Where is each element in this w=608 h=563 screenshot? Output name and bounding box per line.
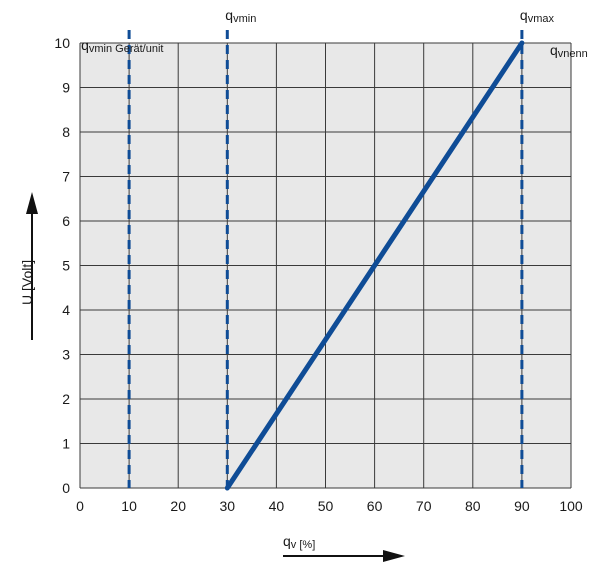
y-axis-arrow-head	[26, 192, 38, 214]
x-tick-label: 70	[416, 498, 432, 514]
reference-line-label-sub: vmin	[233, 13, 256, 25]
x-tick-label: 50	[318, 498, 334, 514]
reference-line-label: qvmin	[225, 7, 256, 25]
corner-label-main: q	[550, 42, 558, 58]
y-tick-label: 4	[62, 302, 70, 318]
x-tick-label: 90	[514, 498, 530, 514]
reference-line-label-sub: vmin Gerät/unit	[89, 43, 164, 55]
y-tick-label: 8	[62, 124, 70, 140]
corner-label: qvnenn	[550, 42, 588, 60]
y-axis-label: U [Volt]	[19, 192, 38, 340]
y-tick-label: 9	[62, 80, 70, 96]
y-tick-label: 7	[62, 169, 70, 185]
y-tick-label: 0	[62, 480, 70, 496]
reference-line-label: qvmax	[520, 7, 555, 25]
series	[224, 40, 525, 491]
corner-label-sub: vnenn	[558, 48, 588, 60]
reference-line-label: qvmin Gerät/unit	[81, 37, 163, 55]
x-axis-ticks: 0 10 20 30 40 50 60 70 80 90 100	[76, 498, 583, 514]
x-tick-label: 100	[559, 498, 583, 514]
series-line	[224, 40, 525, 491]
x-axis-label-text: qv [%]	[283, 533, 315, 551]
x-axis-arrow-head	[383, 550, 405, 562]
y-axis-ticks: 0 1 2 3 4 5 6 7 8 9 10	[54, 35, 70, 496]
y-tick-label: 10	[54, 35, 70, 51]
x-tick-label: 40	[269, 498, 285, 514]
x-tick-label: 0	[76, 498, 84, 514]
reference-line-label-main: q	[81, 37, 89, 53]
reference-line-label-main: q	[225, 7, 233, 23]
x-tick-label: 80	[465, 498, 481, 514]
y-tick-label: 3	[62, 347, 70, 363]
x-tick-label: 60	[367, 498, 383, 514]
x-axis-label-main: q	[283, 533, 291, 549]
y-tick-label: 6	[62, 213, 70, 229]
x-tick-label: 20	[170, 498, 186, 514]
x-axis-label-sub: v [%]	[291, 539, 315, 551]
reference-line-label-sub: vmax	[528, 13, 555, 25]
y-tick-label: 5	[62, 258, 70, 274]
x-axis-label: qv [%]	[283, 533, 405, 562]
x-tick-label: 30	[220, 498, 236, 514]
x-tick-label: 10	[121, 498, 137, 514]
y-tick-label: 2	[62, 391, 70, 407]
y-tick-label: 1	[62, 436, 70, 452]
reference-line-label-main: q	[520, 7, 528, 23]
